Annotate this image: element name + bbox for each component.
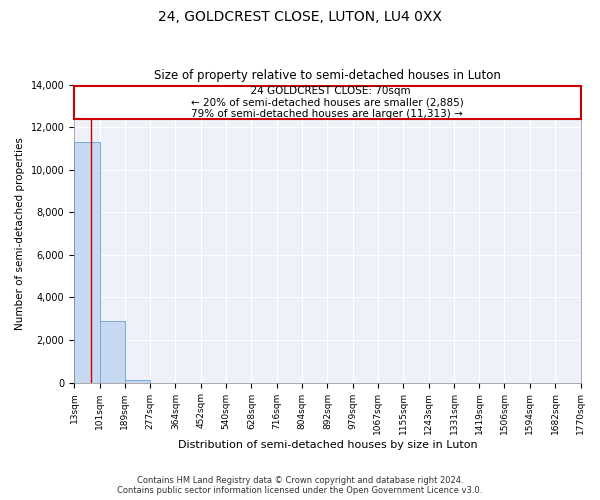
Bar [74,142,100,382]
Bar [125,380,150,382]
Y-axis label: Number of semi-detached properties: Number of semi-detached properties [15,137,25,330]
Title: Size of property relative to semi-detached houses in Luton: Size of property relative to semi-detach… [154,69,501,82]
Bar [74,86,581,118]
Text: 24, GOLDCREST CLOSE, LUTON, LU4 0XX: 24, GOLDCREST CLOSE, LUTON, LU4 0XX [158,10,442,24]
Text: 24 GOLDCREST CLOSE: 70sqm
← 20% of semi-detached houses are smaller (2,885)
79% : 24 GOLDCREST CLOSE: 70sqm ← 20% of semi-… [191,86,464,118]
X-axis label: Distribution of semi-detached houses by size in Luton: Distribution of semi-detached houses by … [178,440,477,450]
Text: Contains HM Land Registry data © Crown copyright and database right 2024.
Contai: Contains HM Land Registry data © Crown c… [118,476,482,495]
Bar [100,321,125,382]
